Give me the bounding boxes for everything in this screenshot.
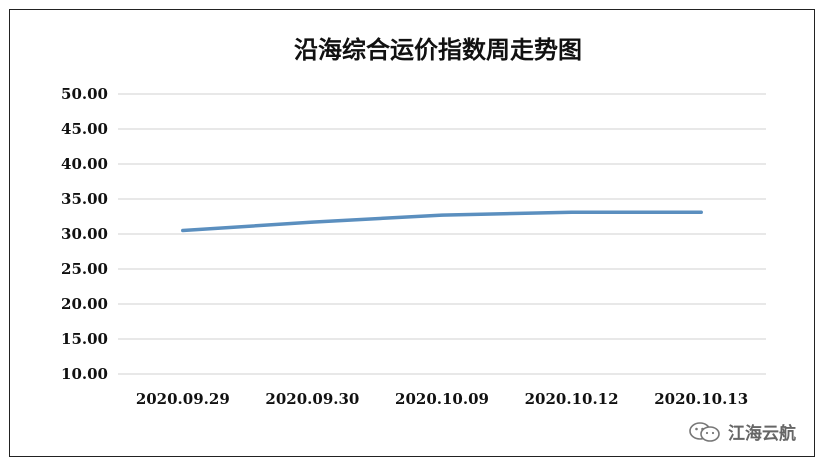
chart-frame	[9, 9, 815, 457]
x-tick-label: 2020.09.30	[265, 390, 359, 408]
y-tick-label: 40.00	[61, 155, 108, 173]
y-tick-label: 25.00	[61, 260, 108, 278]
x-tick-label: 2020.10.13	[654, 390, 748, 408]
series-layer	[181, 210, 703, 233]
x-tick-label: 2020.09.29	[136, 390, 230, 408]
watermark: 江海云航	[688, 419, 796, 444]
y-tick-label: 10.00	[61, 365, 108, 383]
y-tick-label: 15.00	[61, 330, 108, 348]
y-tick-label: 50.00	[61, 85, 108, 103]
data-point	[570, 210, 574, 214]
wechat-icon	[689, 421, 720, 442]
x-tick-label: 2020.10.12	[525, 390, 619, 408]
data-point	[699, 210, 703, 214]
y-tick-label: 35.00	[61, 190, 108, 208]
data-point	[310, 220, 314, 224]
y-tick-label: 30.00	[61, 225, 108, 243]
data-point	[440, 213, 444, 217]
watermark-text: 江海云航	[728, 424, 796, 444]
x-tick-label: 2020.10.09	[395, 390, 489, 408]
data-point	[181, 229, 185, 232]
chart-title: 沿海综合运价指数周走势图	[294, 35, 582, 64]
x-axis-ticks: 2020.09.29 2020.09.30 2020.10.09 2020.10.12…	[136, 390, 748, 408]
y-tick-label: 20.00	[61, 295, 108, 313]
grid-layer	[118, 93, 766, 375]
y-tick-label: 45.00	[61, 120, 108, 138]
y-axis-ticks: 50.00 45.00 40.00 35.00 30.00 25.00 20.00 15.00…	[61, 85, 108, 383]
